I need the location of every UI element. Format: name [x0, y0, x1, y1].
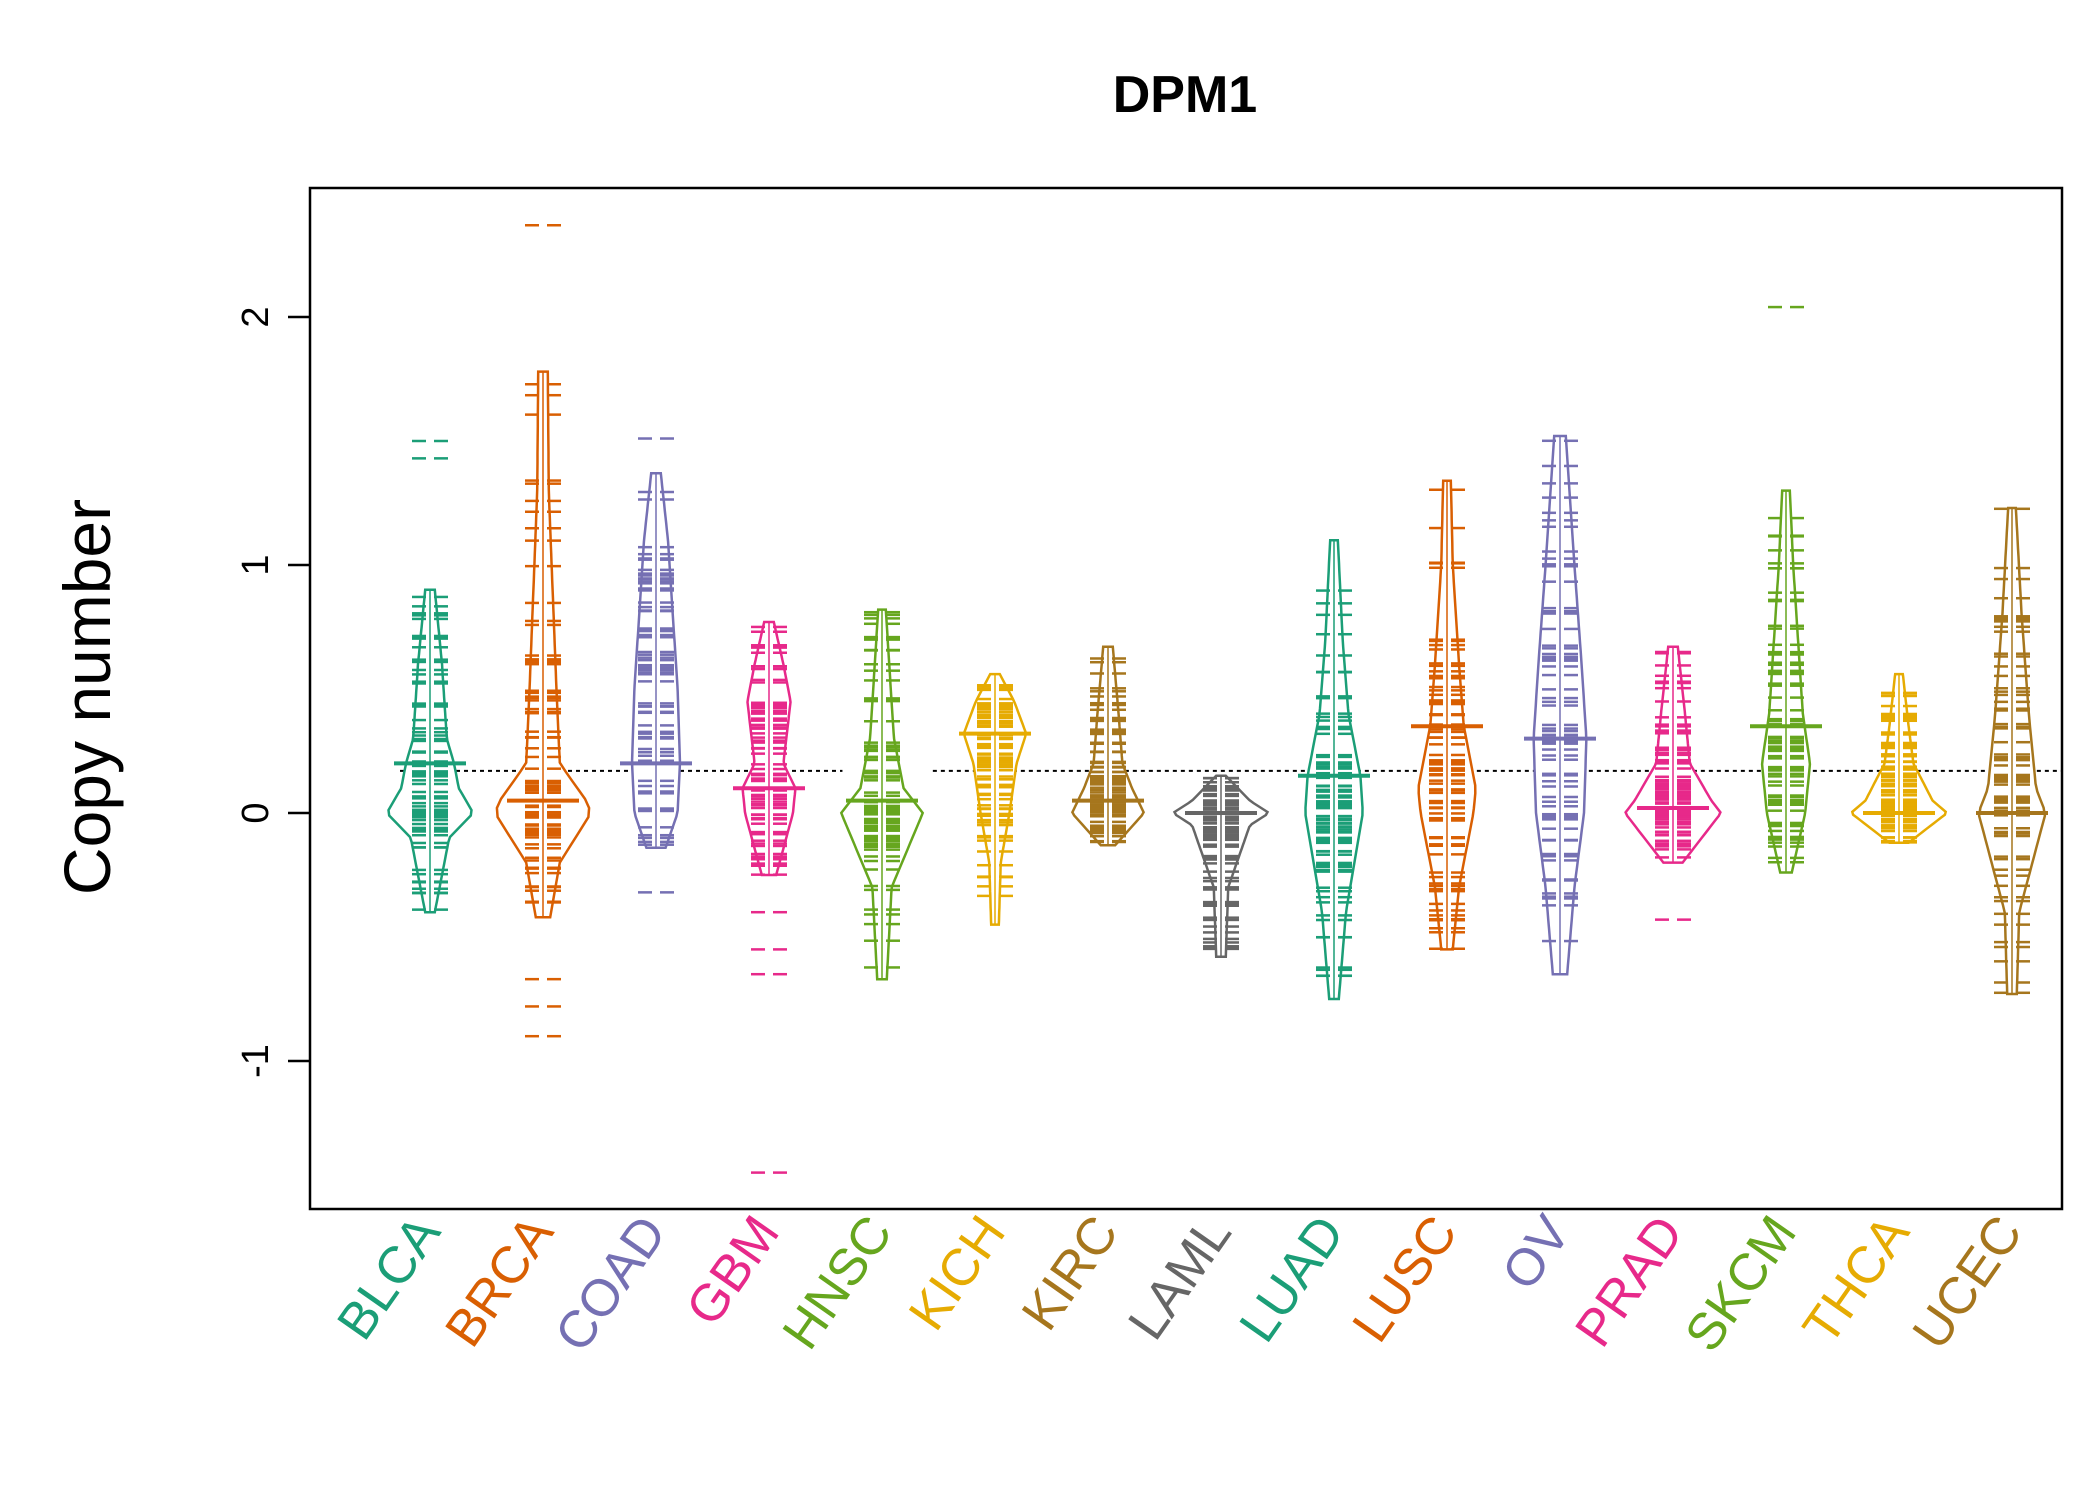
bean-lusc [1411, 479, 1483, 951]
x-tick-label-thca: THCA [1792, 1205, 1921, 1354]
x-tick-label-kich: KICH [898, 1206, 1017, 1341]
plot-area [387, 223, 2062, 1174]
chart-title: DPM1 [1113, 66, 1257, 124]
bean-prad [1624, 645, 1722, 921]
x-tick-label-ucec: UCEC [1902, 1206, 2034, 1360]
x-tick-label-brca: BRCA [434, 1205, 565, 1357]
y-tick-label: -1 [235, 1044, 277, 1078]
bean-coad [620, 437, 692, 894]
bean-gbm [733, 620, 805, 1174]
x-tick-label-blca: BLCA [326, 1205, 452, 1350]
x-tick-label-coad: COAD [544, 1206, 678, 1362]
x-tick-label-gbm: GBM [675, 1206, 790, 1336]
y-axis-label: Copy number [50, 499, 124, 895]
bean-kirc [1070, 645, 1146, 847]
x-tick-label-hnsc: HNSC [772, 1206, 904, 1360]
bean-skcm [1750, 305, 1822, 874]
bean-thca [1850, 672, 1948, 845]
x-tick-label-luad: LUAD [1229, 1206, 1356, 1353]
x-tick-label-laml: LAML [1117, 1206, 1242, 1351]
x-tick-label-prad: PRAD [1564, 1206, 1694, 1358]
y-tick-label: 0 [235, 802, 277, 823]
x-tick-label-ov: OV [1491, 1205, 1582, 1300]
bean-hnsc [839, 608, 925, 981]
bean-kich [959, 672, 1031, 926]
x-tick-label-kirc: KIRC [1011, 1206, 1130, 1341]
plot-frame [308, 186, 2064, 1211]
y-axis: -1 0 1 2 [235, 306, 310, 1078]
bean-ucec [1976, 506, 2048, 996]
bean-laml [1172, 774, 1270, 959]
bean-blca [387, 439, 473, 914]
y-tick-label: 1 [235, 554, 277, 575]
x-tick-label-skcm: SKCM [1674, 1206, 1808, 1362]
x-tick-label-lusc: LUSC [1342, 1206, 1469, 1353]
bean-ov [1524, 434, 1596, 976]
y-tick-label: 2 [235, 306, 277, 327]
bean-brca [495, 223, 591, 1038]
bean-luad [1298, 538, 1370, 1001]
